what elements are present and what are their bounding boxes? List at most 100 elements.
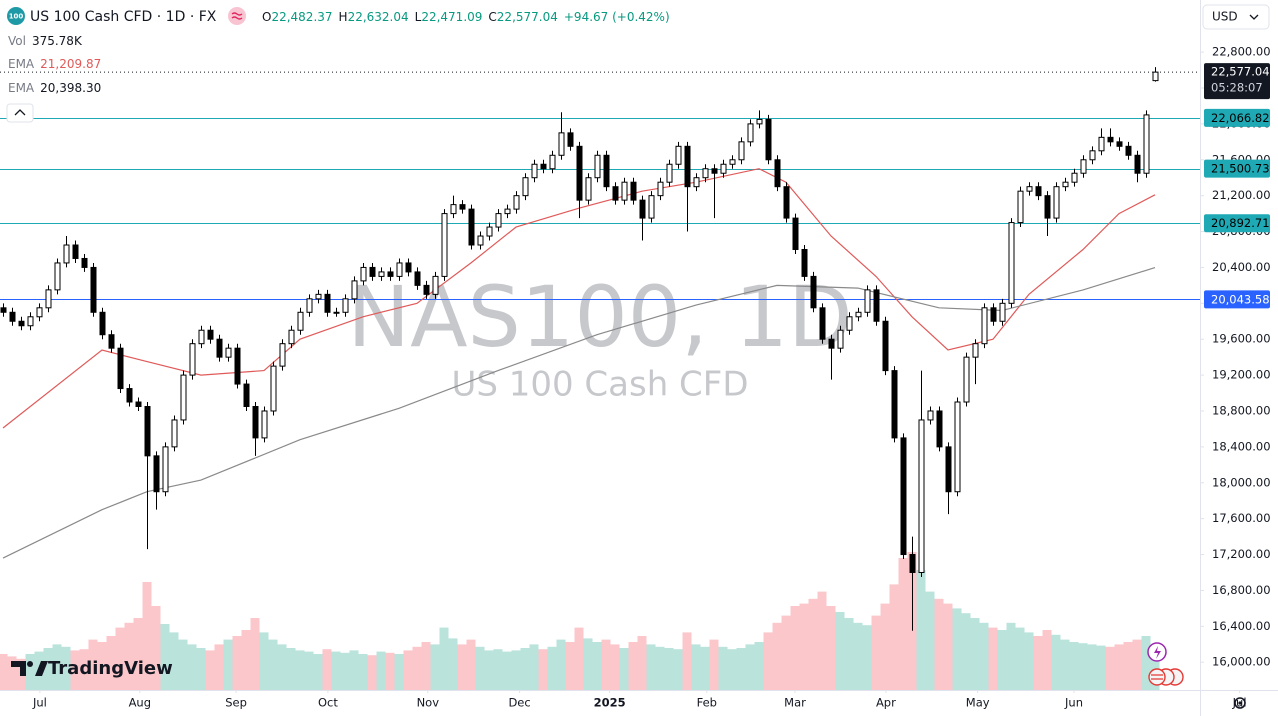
volume-bar — [691, 644, 701, 690]
volume-name: Vol — [8, 34, 26, 48]
candle-body — [837, 329, 844, 349]
x-tick-label: Jul — [32, 696, 47, 710]
candle-body — [855, 311, 862, 318]
candle-body — [1008, 222, 1015, 304]
volume-bar — [376, 651, 386, 690]
candle-body — [423, 284, 430, 295]
level-label: 22,066.82 — [1211, 111, 1270, 125]
volume-bar — [736, 648, 746, 690]
ohlc-value: 22,632.04 — [348, 10, 409, 24]
volume-bar — [106, 636, 116, 690]
candle-body — [693, 177, 700, 188]
collapse-legend-button[interactable] — [6, 103, 34, 123]
level-label-box — [1204, 214, 1270, 233]
candle-body — [90, 266, 97, 313]
candle-body — [108, 334, 115, 349]
candle-body — [558, 132, 565, 156]
candle-body — [585, 177, 592, 201]
volume-bar — [421, 642, 431, 690]
ohlc-value: 22,577.04 — [497, 10, 558, 24]
candle-body — [1080, 159, 1087, 174]
candle-body — [72, 244, 79, 259]
volume-bar — [781, 615, 791, 690]
candle-body — [18, 320, 25, 327]
candle-body — [738, 141, 745, 161]
symbol-logo — [7, 7, 25, 25]
candle-body — [945, 446, 952, 493]
y-tick-label: 18,400.00 — [1212, 439, 1271, 453]
volume-bar — [565, 642, 575, 690]
currency-button[interactable]: USD — [1202, 4, 1270, 30]
candle-body — [9, 311, 16, 322]
watermark-subtitle: US 100 Cash CFD — [451, 365, 748, 405]
volume-bar — [1051, 634, 1061, 690]
candle-body — [261, 410, 268, 439]
candle-body — [702, 168, 709, 179]
ema-legend: EMA 20,398.30 — [8, 81, 101, 95]
currency-label[interactable]: USD — [1212, 10, 1238, 24]
volume-bar — [1096, 645, 1106, 690]
candle-body — [216, 338, 223, 358]
volume-bar — [475, 646, 485, 690]
candle-body — [180, 374, 187, 421]
candle-body — [576, 145, 583, 201]
candle-body — [243, 383, 250, 407]
candle-body — [207, 329, 214, 340]
candle-body — [639, 199, 646, 219]
candle-body — [873, 289, 880, 322]
y-tick-label: 17,200.00 — [1212, 547, 1271, 561]
candle-body — [711, 168, 718, 174]
candle-body — [198, 329, 205, 345]
volume-legend: Vol 375.78K — [8, 34, 83, 48]
candle-body — [387, 271, 394, 277]
volume-bar — [1123, 642, 1133, 690]
volume-bar — [745, 644, 755, 690]
candle-body — [405, 262, 412, 273]
volume-bar — [205, 650, 215, 690]
candle-body — [756, 118, 763, 125]
volume-bar — [988, 627, 998, 690]
volume-bar — [952, 608, 962, 690]
candle-body — [306, 298, 313, 313]
volume-bar — [628, 642, 638, 690]
candle-body — [774, 159, 781, 188]
volume-bar — [511, 650, 521, 690]
candle-body — [927, 410, 934, 421]
candle-body — [630, 181, 637, 201]
candle-body — [495, 213, 502, 228]
candle-body — [882, 320, 889, 372]
settings-icon[interactable] — [1234, 697, 1246, 709]
event-flag[interactable] — [1148, 668, 1166, 686]
currency-button-box[interactable] — [1202, 4, 1270, 30]
candle-body — [666, 163, 673, 183]
volume-bar — [169, 632, 179, 690]
volume-bar — [43, 648, 53, 690]
market-status[interactable] — [228, 7, 246, 25]
brand-logo: TradingView — [11, 658, 173, 679]
symbol-title[interactable]: US 100 Cash CFD · 1D · FX — [30, 9, 217, 25]
volume-bar — [637, 636, 647, 690]
volume-bar — [853, 622, 863, 690]
ohlc-key: O — [262, 10, 271, 24]
volume-bar — [430, 644, 440, 690]
volume-bar — [529, 644, 539, 690]
volume-bar — [1105, 646, 1115, 690]
candle-body — [1134, 154, 1141, 174]
volume-bar — [844, 618, 854, 690]
overlay: 100 US 100 Cash CFD · 1D · FX O22,482.37… — [6, 4, 1271, 710]
x-tick-label: May — [966, 696, 990, 710]
volume-bar — [556, 639, 566, 690]
level-label: 21,500.73 — [1211, 162, 1270, 176]
ohlc-value: 22,482.37 — [271, 10, 332, 24]
candle-body — [765, 118, 772, 161]
collapse-icon — [14, 109, 26, 116]
volume-bar — [916, 570, 926, 690]
volume-bar — [664, 648, 674, 690]
volume-bar — [673, 649, 683, 690]
volume-bar — [340, 652, 350, 690]
volume-bar — [502, 651, 512, 690]
volume-bar — [1060, 639, 1070, 690]
